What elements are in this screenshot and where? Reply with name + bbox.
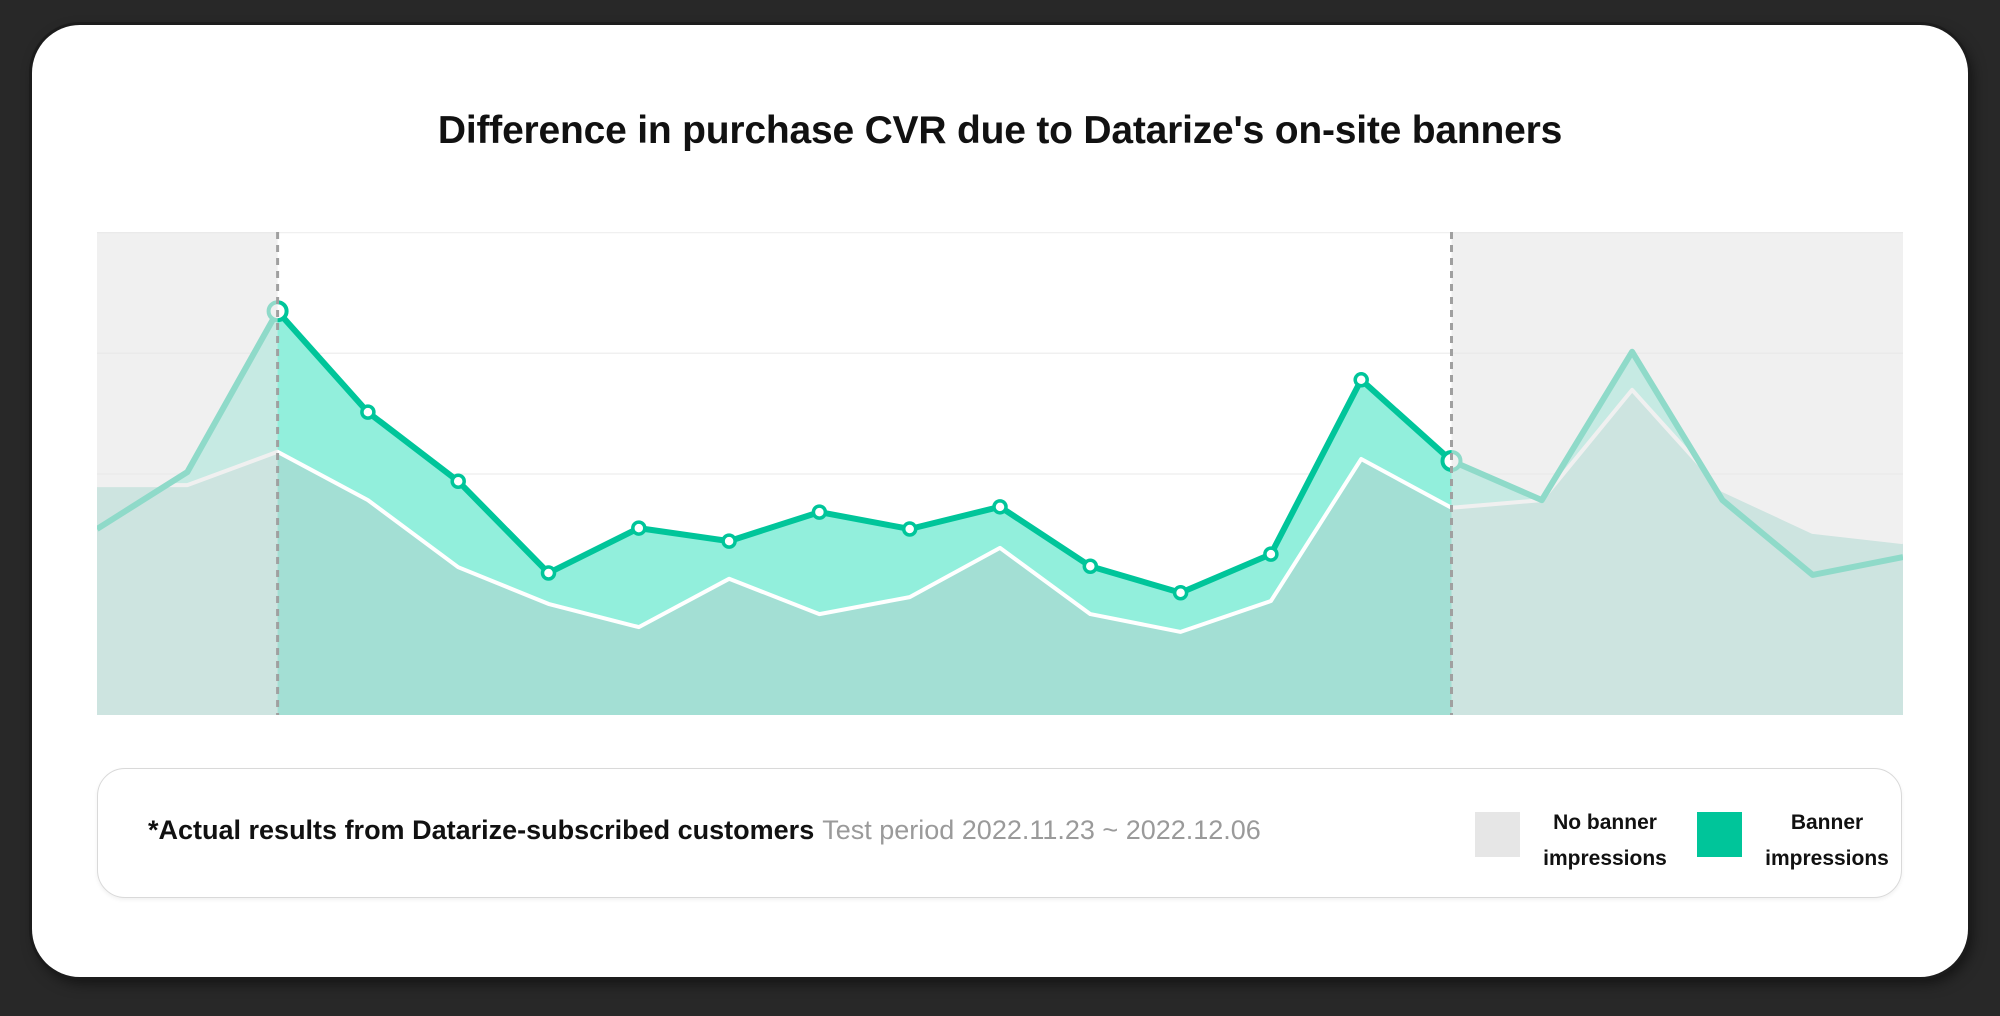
data-point-marker[interactable] (1353, 372, 1369, 388)
footer-note-strong: *Actual results from Datarize-subscribed… (148, 815, 815, 845)
chart-svg (97, 232, 1903, 715)
legend-label-line1: No banner (1553, 811, 1657, 834)
data-point-marker[interactable] (721, 533, 737, 549)
legend-label-no-banner: No banner impressions (1535, 805, 1675, 877)
data-point-marker[interactable] (450, 473, 466, 489)
data-point-marker[interactable] (1263, 546, 1279, 562)
legend-label-line1: Banner (1790, 811, 1864, 834)
data-point-marker[interactable] (360, 404, 376, 420)
legend-swatch-no-banner (1475, 812, 1520, 857)
footer-note: *Actual results from Datarize-subscribed… (148, 815, 1261, 846)
data-point-marker[interactable] (540, 565, 557, 581)
legend-swatch-banner (1697, 812, 1742, 857)
test-period-text: Test period 2022.11.23 ~ 2022.12.06 (822, 815, 1261, 845)
chart-card: Difference in purchase CVR due to Datari… (32, 25, 1968, 977)
data-point-marker[interactable] (631, 520, 647, 536)
chart-title: Difference in purchase CVR due to Datari… (437, 109, 1563, 152)
data-point-marker[interactable] (901, 521, 918, 537)
chart-footer: *Actual results from Datarize-subscribed… (97, 768, 1902, 898)
chart-legend: No banner impressions Banner impressions (1451, 769, 1901, 897)
legend-label-line2: impressions (1543, 847, 1667, 870)
data-point-marker[interactable] (1082, 558, 1099, 574)
legend-label-line2: impressions (1765, 847, 1889, 870)
legend-label-banner: Banner impressions (1757, 805, 1897, 877)
data-point-marker[interactable] (1172, 585, 1189, 601)
post-period-shade (1451, 232, 1903, 715)
area-chart (97, 232, 1903, 715)
data-point-marker[interactable] (992, 499, 1008, 515)
pre-period-shade (97, 232, 278, 715)
data-point-marker[interactable] (811, 504, 828, 520)
